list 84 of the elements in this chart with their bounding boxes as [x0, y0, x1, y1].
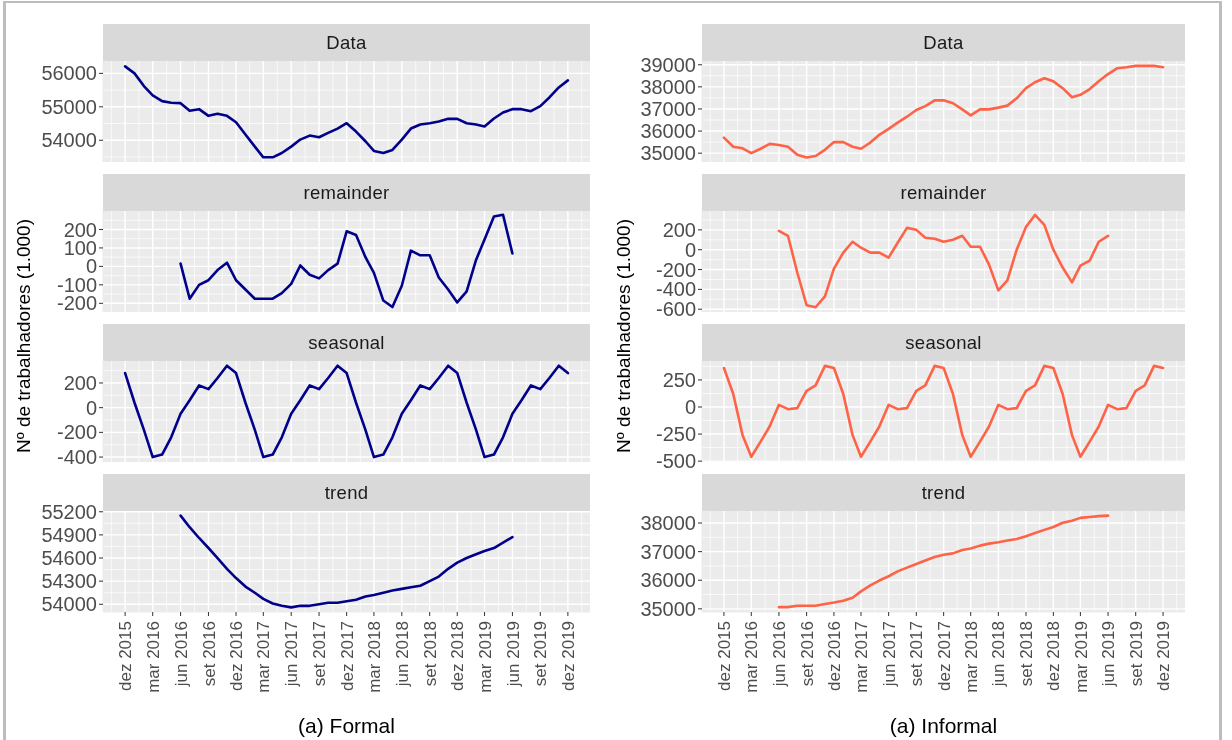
- y-tick-label: 37000: [640, 98, 696, 121]
- x-tick-label: dez 2017: [934, 621, 954, 691]
- chart-title: trend: [921, 481, 966, 504]
- line-series: [179, 514, 514, 609]
- y-tick-label: 200: [63, 372, 97, 395]
- chart-title: seasonal: [308, 331, 385, 354]
- y-tick-label: 55000: [41, 95, 97, 118]
- y-tick-label: 54000: [41, 593, 97, 616]
- x-tick-label: mar 2019: [1071, 621, 1091, 693]
- x-tick-label: dez 2015: [715, 621, 735, 691]
- line-series: [722, 64, 1165, 159]
- y-tick-label: 39000: [640, 53, 696, 76]
- y-tick-label: -400: [56, 446, 97, 469]
- y-tick-label: -600: [655, 298, 696, 321]
- x-tick-label: mar 2016: [742, 621, 762, 693]
- chart-title: remainder: [900, 181, 987, 204]
- y-tick-label: -200: [56, 421, 97, 444]
- x-tick-label: set 2019: [1126, 621, 1146, 687]
- x-tick-label: set 2018: [1017, 621, 1037, 687]
- x-tick-label: set 2017: [310, 621, 330, 687]
- y-tick-label: 38000: [640, 512, 696, 535]
- line-series: [777, 213, 1110, 309]
- x-tick-label: dez 2015: [116, 621, 136, 691]
- x-tick-label: jun 2018: [989, 621, 1009, 688]
- y-tick-label: -400: [655, 278, 696, 301]
- x-tick-label: jun 2017: [879, 621, 899, 688]
- y-tick-label: -500: [655, 450, 696, 473]
- chart-title: seasonal: [905, 331, 982, 354]
- x-tick-label: mar 2017: [254, 621, 274, 693]
- chart-title: remainder: [303, 181, 390, 204]
- x-tick-label: dez 2017: [337, 621, 357, 691]
- y-tick-label: 35000: [640, 142, 696, 165]
- line-series: [123, 65, 570, 159]
- x-axis-title: (a) Formal: [298, 714, 395, 737]
- x-tick-label: jun 2016: [770, 621, 790, 688]
- x-tick-label: set 2017: [907, 621, 927, 687]
- y-tick-label: 0: [684, 396, 696, 419]
- y-tick-label: 56000: [41, 62, 97, 85]
- y-tick-label: 36000: [640, 120, 696, 143]
- y-tick-label: 55200: [41, 500, 97, 523]
- y-tick-label: 38000: [640, 75, 696, 98]
- y-axis-title: Nº de trabalhadores (1.000): [613, 218, 635, 454]
- line-series: [123, 364, 570, 459]
- y-tick-label: -250: [655, 423, 696, 446]
- x-tick-label: dez 2016: [227, 621, 247, 691]
- x-tick-label: set 2019: [531, 621, 551, 687]
- x-axis-title: (a) Informal: [889, 714, 998, 737]
- y-tick-label: -200: [655, 258, 696, 281]
- line-series: [722, 364, 1165, 459]
- y-tick-label: 200: [662, 218, 696, 241]
- x-tick-label: mar 2016: [143, 621, 163, 693]
- x-tick-label: mar 2019: [475, 621, 495, 693]
- y-tick-label: 250: [662, 369, 696, 392]
- x-tick-label: jun 2016: [171, 621, 191, 688]
- line-series: [179, 213, 514, 309]
- x-tick-label: jun 2019: [1099, 621, 1119, 688]
- x-tick-label: mar 2018: [365, 621, 385, 693]
- y-tick-label: 54900: [41, 524, 97, 546]
- y-tick-label: 36000: [640, 569, 696, 592]
- x-tick-label: set 2016: [199, 621, 219, 687]
- y-tick-label: 0: [85, 396, 97, 419]
- y-tick-label: 54600: [41, 547, 97, 570]
- x-tick-label: dez 2019: [1154, 621, 1174, 691]
- x-tick-label: jun 2017: [282, 621, 302, 688]
- x-tick-label: set 2018: [420, 621, 440, 687]
- y-tick-label: 0: [684, 238, 696, 261]
- x-tick-label: set 2016: [797, 621, 817, 687]
- chart-title: trend: [324, 481, 369, 504]
- y-tick-label: 35000: [640, 597, 696, 620]
- y-axis-title: Nº de trabalhadores (1.000): [13, 218, 35, 454]
- x-tick-label: dez 2018: [1044, 621, 1064, 691]
- y-tick-label: 54000: [41, 129, 97, 152]
- chart-title: Data: [923, 31, 964, 54]
- x-tick-label: dez 2018: [448, 621, 468, 691]
- x-tick-label: mar 2018: [961, 621, 981, 693]
- y-tick-label: 54300: [41, 570, 97, 593]
- x-tick-label: jun 2018: [392, 621, 412, 688]
- x-tick-label: dez 2016: [825, 621, 845, 691]
- x-tick-label: mar 2017: [852, 621, 872, 693]
- x-tick-label: jun 2019: [503, 621, 523, 688]
- y-tick-label: 37000: [640, 540, 696, 563]
- chart-title: Data: [326, 31, 367, 54]
- line-series: [777, 514, 1110, 609]
- x-tick-label: dez 2019: [559, 621, 578, 691]
